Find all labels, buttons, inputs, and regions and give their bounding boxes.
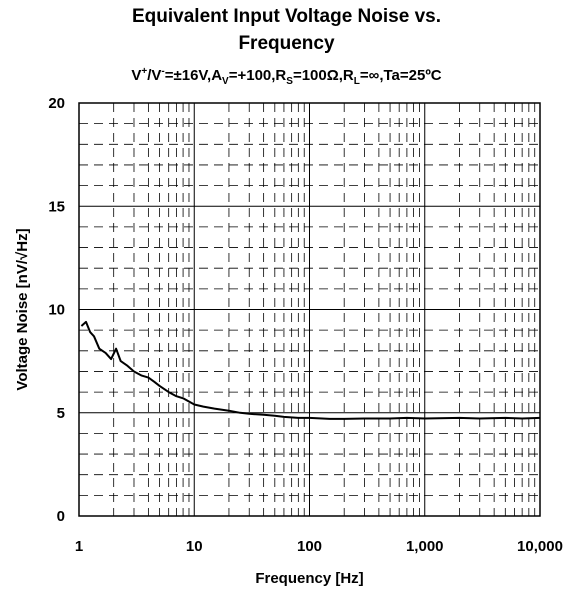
noise-series-line	[80, 320, 541, 420]
x-tick-label: 100	[297, 538, 322, 555]
x-tick-label: 10,000	[517, 538, 563, 555]
y-tick-label: 15	[48, 198, 65, 215]
x-axis-label: Frequency [Hz]	[255, 570, 363, 587]
chart-title-line-2: Frequency	[238, 33, 335, 54]
x-tick-labels: 1 10 100 1,000 10,000	[75, 538, 563, 555]
grid	[79, 103, 540, 516]
y-axis-label: Voltage Noise [nV/√Hz]	[14, 228, 31, 390]
y-tick-label: 0	[57, 508, 65, 525]
x-tick-label: 1	[75, 538, 83, 555]
x-tick-label: 1,000	[406, 538, 444, 555]
chart-title-line-1: Equivalent Input Voltage Noise vs.	[132, 6, 441, 27]
chart-subtitle: V+/V-=±16V,AV=+100,RS=100Ω,RL=∞,Ta=25ºC	[131, 66, 442, 87]
y-tick-label: 20	[48, 95, 65, 112]
y-tick-label: 5	[57, 405, 65, 422]
y-tick-labels: 0 5 10 15 20	[48, 95, 65, 525]
plot-frame	[78, 102, 541, 517]
series-group	[80, 320, 541, 420]
y-tick-label: 10	[48, 302, 65, 319]
x-tick-label: 10	[186, 538, 203, 555]
